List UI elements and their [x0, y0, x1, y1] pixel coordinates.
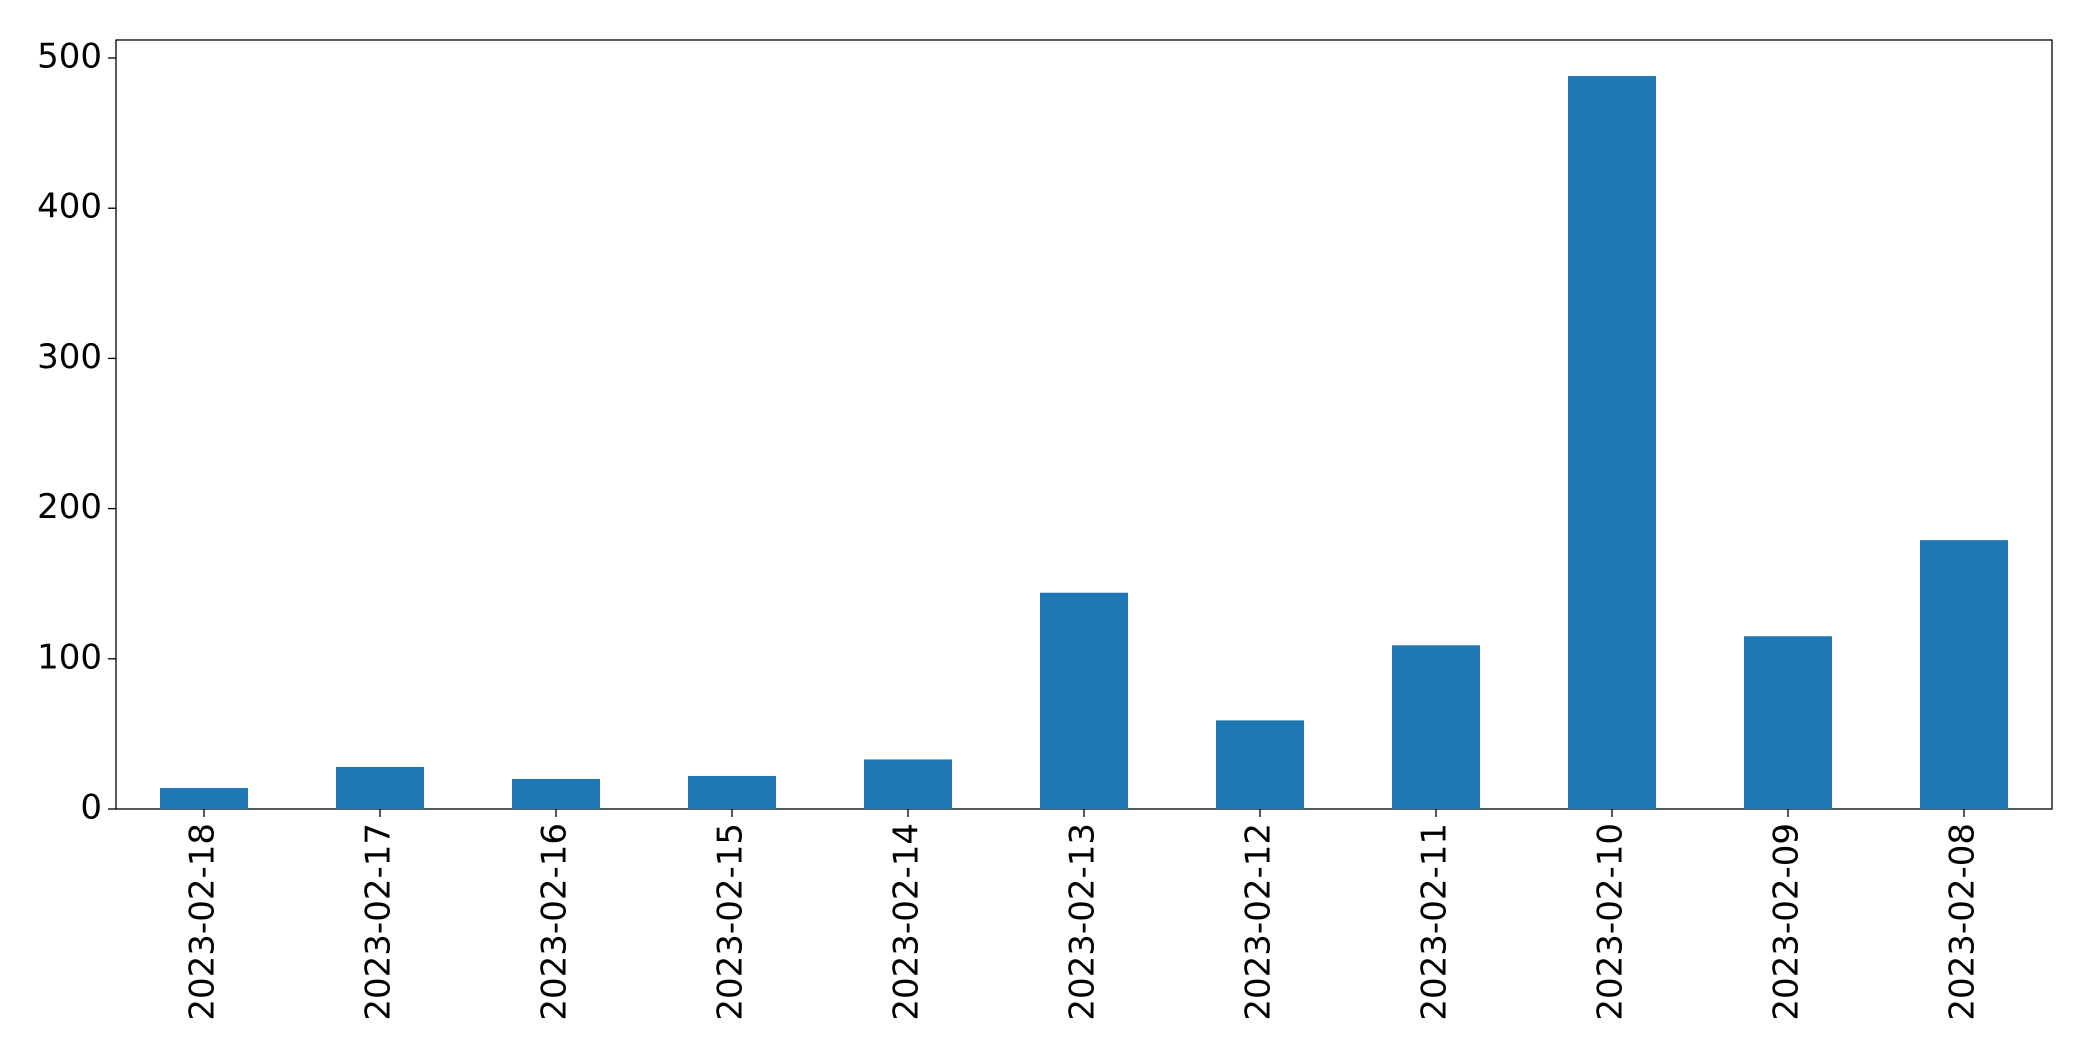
y-tick-label: 100: [37, 637, 102, 677]
y-tick-label: 300: [37, 337, 102, 377]
bar: [1392, 645, 1480, 809]
x-tick-label: 2023-02-15: [711, 823, 751, 1021]
bar: [336, 766, 424, 809]
x-tick-label: 2023-02-14: [887, 823, 927, 1021]
x-tick-label: 2023-02-11: [1415, 823, 1455, 1021]
bar: [1216, 720, 1304, 809]
y-tick-label: 200: [37, 487, 102, 527]
x-tick-label: 2023-02-13: [1063, 823, 1103, 1021]
bar: [864, 759, 952, 809]
bar: [1920, 540, 2008, 809]
y-tick-label: 0: [80, 788, 102, 828]
bar: [160, 787, 248, 809]
bar: [1568, 76, 1656, 809]
x-tick-label: 2023-02-18: [183, 823, 223, 1021]
bar: [1744, 636, 1832, 809]
x-tick-label: 2023-02-09: [1767, 823, 1807, 1021]
x-tick-label: 2023-02-08: [1943, 823, 1983, 1021]
x-tick-label: 2023-02-17: [359, 823, 399, 1021]
x-tick-label: 2023-02-16: [535, 823, 575, 1021]
y-tick-label: 500: [37, 37, 102, 77]
y-tick-label: 400: [37, 187, 102, 227]
bar: [688, 775, 776, 809]
x-tick-label: 2023-02-12: [1239, 823, 1279, 1021]
bar: [512, 778, 600, 809]
bar: [1040, 592, 1128, 809]
x-tick-label: 2023-02-10: [1591, 823, 1631, 1021]
